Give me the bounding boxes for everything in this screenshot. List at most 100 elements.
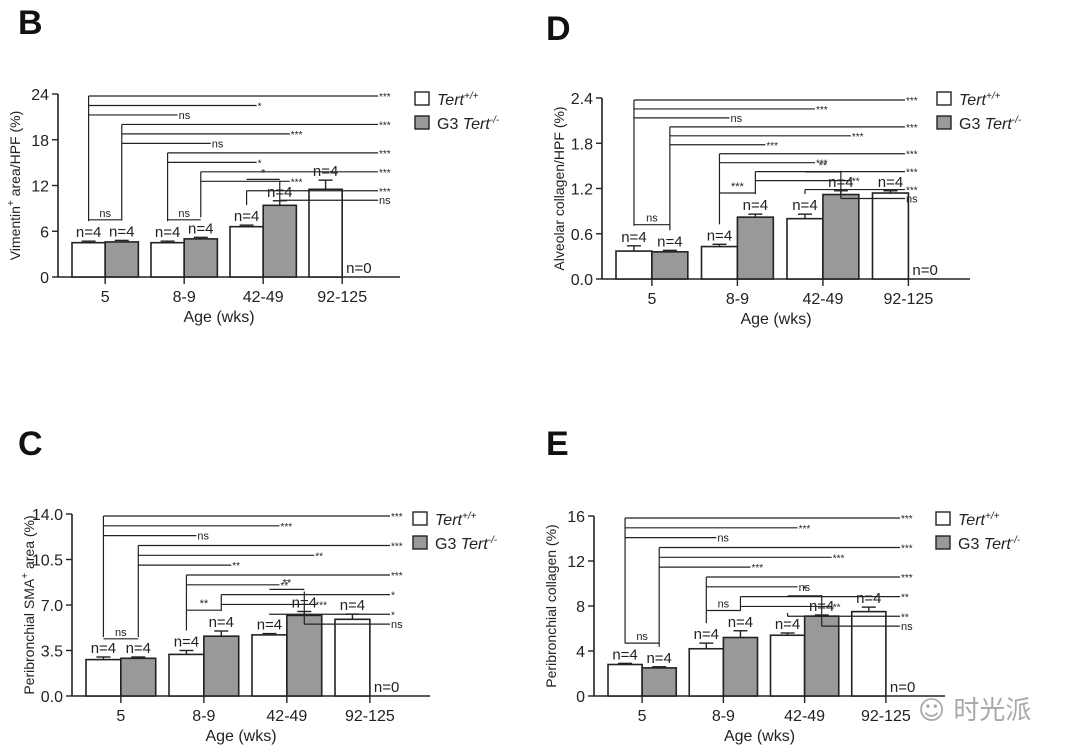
bar-g3-tert-ko <box>651 251 689 280</box>
bar-g3-tert-ko <box>722 636 759 697</box>
pair-sig-label: ** <box>819 160 828 172</box>
legend-swatch-ko <box>936 115 952 130</box>
bar-tert-wt <box>150 241 185 278</box>
panel-label-e: E <box>546 425 569 463</box>
sig-label: *** <box>906 186 918 197</box>
y-tick-label: 12 <box>31 179 49 196</box>
n-label: n=4 <box>707 227 732 244</box>
bar-tert-wt <box>71 241 106 278</box>
n-label: n=4 <box>209 614 234 631</box>
y-tick-label: 1.2 <box>571 182 593 199</box>
n-label: n=0 <box>374 679 399 696</box>
sig-label: ns <box>391 619 403 631</box>
bar-tert-wt <box>334 618 371 697</box>
sig-label: *** <box>901 514 913 525</box>
pair-sig-label: * <box>261 167 266 179</box>
x-tick-label: 92-125 <box>883 291 933 308</box>
panel-label-d: D <box>546 10 571 48</box>
legend-label-wt: Tert+/+ <box>437 91 479 109</box>
n-label: n=4 <box>646 650 671 667</box>
y-axis-title: Peribronchial collagen (%) <box>543 524 559 687</box>
x-tick-label: 5 <box>647 291 656 308</box>
legend: Tert+/+ G3 Tert-/- <box>936 91 1022 133</box>
legend-label-wt: Tert+/+ <box>435 511 477 529</box>
bar-g3-tert-ko <box>120 657 157 697</box>
n-label: n=4 <box>257 617 282 634</box>
x-tick-label: 42-49 <box>784 708 825 725</box>
pair-sig-label: ns <box>646 213 658 225</box>
pair-sig-label: ns <box>99 208 111 220</box>
y-tick-label: 0.0 <box>41 689 63 706</box>
sig-label: *** <box>379 168 391 179</box>
sig-label: *** <box>391 571 403 582</box>
sig-label: *** <box>379 149 391 160</box>
legend: Tert+/+ G3 Tert-/- <box>935 511 1021 553</box>
sig-label: *** <box>391 512 403 523</box>
n-label: n=4 <box>878 174 903 191</box>
sig-label: *** <box>906 150 918 161</box>
x-tick-label: 5 <box>116 708 125 725</box>
n-label: n=4 <box>91 640 116 657</box>
bar-g3-tert-ko <box>803 615 840 697</box>
bar-g3-tert-ko <box>104 241 140 278</box>
legend-label-ko: G3 Tert-/- <box>958 535 1021 553</box>
sig-label: *** <box>751 563 763 574</box>
x-tick-label: 8-9 <box>173 289 196 306</box>
n-label: n=4 <box>612 646 637 663</box>
bar-g3-tert-ko <box>822 193 860 280</box>
legend-swatch-ko <box>935 535 951 550</box>
y-tick-label: 6 <box>40 224 49 241</box>
y-axis-title: Alveolar collagen/HPF (%) <box>551 106 567 270</box>
n-label: n=4 <box>856 590 881 607</box>
n-label: n=4 <box>694 626 719 643</box>
watermark-text: 时光派 <box>953 696 1032 726</box>
sig-label: *** <box>379 92 391 103</box>
pair-sig-label: ns <box>115 627 127 639</box>
sig-label: *** <box>852 132 864 143</box>
sig-label: * <box>258 101 262 112</box>
legend-label-ko: G3 Tert-/- <box>435 535 498 553</box>
bar-tert-wt <box>615 250 653 280</box>
y-tick-label: 0.0 <box>571 272 593 289</box>
n-label: n=4 <box>188 220 213 237</box>
n-label: n=4 <box>155 224 180 241</box>
pair-sig-label: * <box>802 584 807 596</box>
y-axis-title: Peribronchial SMA+ area (%) <box>20 515 37 694</box>
n-label: n=4 <box>76 224 101 241</box>
n-label: n=4 <box>234 208 259 225</box>
sig-label: ** <box>280 581 288 592</box>
x-axis-title: Age (wks) <box>205 728 276 745</box>
y-tick-label: 2.4 <box>571 91 593 108</box>
n-label: n=0 <box>890 679 915 696</box>
sig-label: ns <box>730 113 742 125</box>
sig-label: *** <box>391 541 403 552</box>
legend-label-ko: G3 Tert-/- <box>437 115 500 133</box>
sig-label: *** <box>315 600 327 611</box>
sig-label: *** <box>833 553 845 564</box>
sig-label: ns <box>906 193 918 205</box>
bar-tert-wt <box>700 245 739 280</box>
sig-label: *** <box>906 123 918 134</box>
y-tick-label: 14.0 <box>32 507 63 524</box>
bar-tert-wt <box>251 634 288 697</box>
x-tick-label: 5 <box>638 708 647 725</box>
watermark: ☺ 时光派 <box>918 690 1031 727</box>
bar-tert-wt <box>229 225 264 278</box>
legend-swatch-wt <box>935 511 951 526</box>
bar-tert-wt <box>688 647 725 697</box>
sig-label: *** <box>906 96 918 107</box>
n-label: n=4 <box>743 197 768 214</box>
n-label: n=0 <box>912 262 937 279</box>
n-label: n=4 <box>657 233 682 250</box>
x-tick-label: 8-9 <box>726 291 749 308</box>
y-tick-label: 18 <box>31 133 49 150</box>
sig-label: *** <box>799 524 811 535</box>
sig-label: ns <box>799 582 811 594</box>
y-tick-label: 0 <box>576 689 585 706</box>
x-tick-label: 42-49 <box>266 708 307 725</box>
sig-label: ** <box>901 612 909 623</box>
x-tick-label: 8-9 <box>192 708 215 725</box>
